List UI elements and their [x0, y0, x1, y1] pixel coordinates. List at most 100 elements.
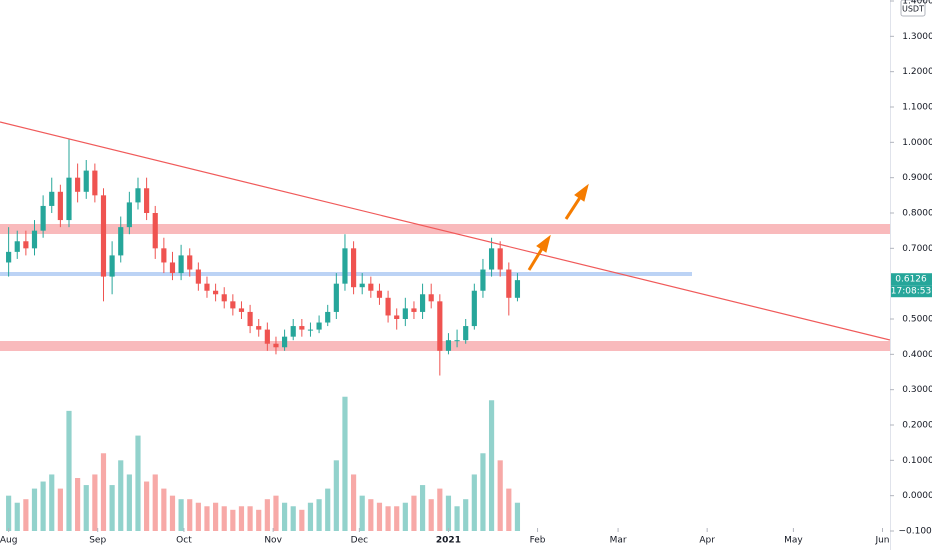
candle-body	[437, 301, 443, 351]
volume-bar	[204, 506, 210, 531]
volume-bar	[419, 485, 426, 531]
last-price: 0.6126	[895, 275, 927, 285]
volume-bar	[480, 453, 486, 531]
candle-body	[23, 241, 29, 249]
volume-bar	[497, 460, 503, 531]
countdown-box	[891, 285, 932, 298]
x-tick-label: Nov	[264, 536, 282, 546]
x-tick-label: Sep	[89, 536, 106, 546]
volume-bar	[376, 502, 383, 531]
volume-bar	[230, 509, 236, 531]
candle-body	[325, 311, 331, 323]
x-tick-label: May	[784, 536, 803, 546]
candle-body	[144, 188, 150, 213]
y-tick-label: 0.1000	[902, 456, 932, 466]
y-tick-label: 0.0000	[902, 491, 932, 501]
volume-bar	[213, 502, 219, 531]
volume-bar	[66, 410, 72, 531]
volume-bar	[75, 478, 81, 531]
x-tick-label: Oct	[176, 536, 192, 546]
arrow	[564, 195, 583, 220]
candle-body	[92, 170, 98, 196]
candle-body	[40, 205, 46, 231]
candle-body	[187, 255, 193, 270]
volume-bar	[49, 474, 55, 531]
arrow-head	[536, 234, 551, 253]
y-tick-label: 1.2000	[902, 67, 932, 77]
x-tick-label: Mar	[610, 536, 627, 546]
volume-bar	[333, 460, 339, 531]
volume-bar	[488, 400, 495, 531]
candle-body	[488, 248, 495, 270]
candle-body	[307, 329, 314, 331]
candle-body	[342, 248, 348, 284]
candle-body	[66, 177, 72, 221]
candle-body	[359, 283, 365, 288]
volume-bar	[463, 499, 469, 531]
countdown: 17:08:53	[891, 287, 931, 297]
volume-bar	[126, 474, 132, 531]
volume-bar	[282, 502, 288, 531]
resistance-zone	[0, 224, 890, 234]
volume-bar	[92, 474, 98, 531]
currency: USDT	[902, 5, 924, 14]
candle-body	[213, 290, 219, 295]
arrow-head	[574, 183, 589, 202]
candle-body	[264, 329, 270, 344]
volume-bar	[195, 502, 201, 531]
volume-bar	[316, 499, 322, 531]
candle-body	[161, 248, 167, 263]
candle-body	[204, 283, 210, 291]
y-tick-label: 0.3000	[902, 385, 932, 395]
volume-bar	[428, 499, 434, 531]
volume-bar	[14, 502, 20, 531]
y-tick-label: −0.1000	[898, 527, 932, 537]
volume-bar	[454, 506, 460, 531]
candle-body	[135, 188, 141, 203]
volume-bar	[6, 495, 12, 531]
candle-body	[299, 326, 305, 330]
trend-line	[0, 121, 891, 341]
volume-bar	[118, 460, 124, 531]
volume-bar	[135, 435, 141, 531]
volume-bar	[307, 502, 314, 531]
arrows	[527, 183, 589, 271]
candle-body	[428, 294, 434, 302]
candle-body	[118, 227, 124, 256]
candle-body	[178, 255, 184, 274]
y-tick-label: 1.0000	[902, 138, 932, 148]
candle-body	[506, 269, 512, 298]
volume-bar	[514, 502, 521, 531]
x-tick-label: Jun	[874, 536, 889, 546]
x-tick-label: Feb	[530, 536, 546, 546]
candle-body	[376, 290, 383, 298]
drawings	[0, 224, 890, 351]
volume-bar	[394, 506, 400, 531]
last-price-box	[891, 273, 932, 286]
candle-body	[100, 195, 107, 277]
volume-bar	[144, 481, 150, 531]
currency-box	[900, 0, 926, 17]
volume-bar	[152, 474, 158, 531]
x-tick-label: Aug	[0, 536, 17, 546]
candle-body	[290, 326, 296, 337]
volume-bar	[385, 506, 391, 531]
volume-bar	[221, 506, 227, 531]
candle-body	[273, 343, 279, 348]
candle-body	[152, 213, 158, 249]
arrow	[527, 246, 545, 271]
candle-body	[497, 248, 503, 270]
candle-body	[57, 191, 63, 221]
y-tick-label: 1.1000	[902, 103, 932, 113]
candle-body	[514, 280, 521, 298]
volume-bar	[325, 488, 331, 531]
candle-body	[368, 283, 374, 291]
volume-bar	[290, 506, 296, 531]
volume-bar	[359, 495, 365, 531]
candle-body	[402, 308, 408, 319]
candle-body	[221, 294, 227, 302]
candle-body	[195, 269, 201, 284]
candle-body	[445, 340, 452, 351]
x-tick-label: 2021	[436, 536, 461, 546]
